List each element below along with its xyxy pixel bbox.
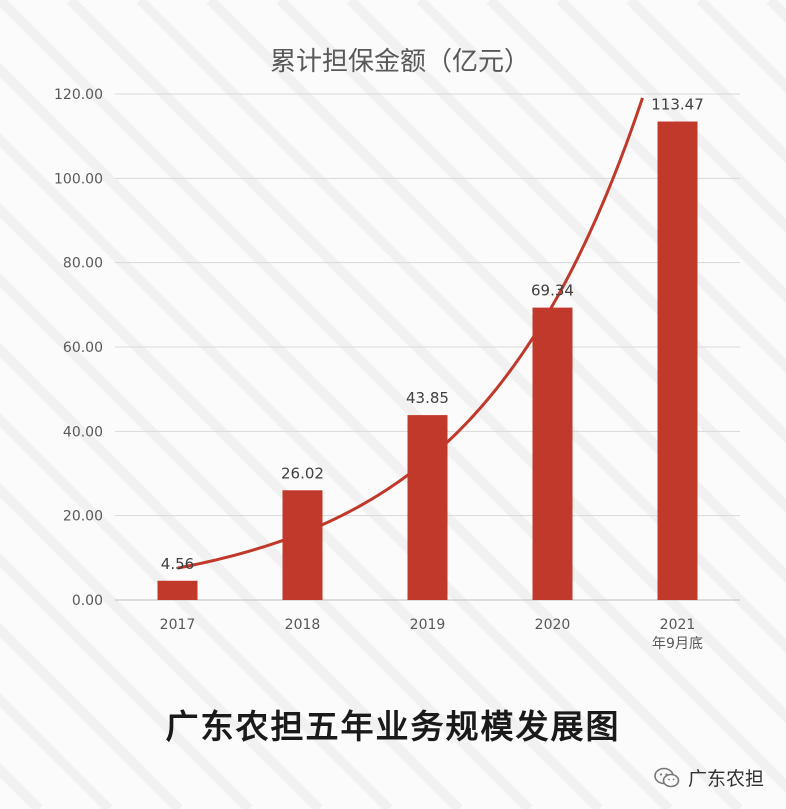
- x-tick-label: 2021 年9月底: [652, 617, 703, 652]
- bar: [532, 307, 573, 600]
- chart-caption: 广东农担五年业务规模发展图: [165, 707, 621, 746]
- y-tick-label: 100.00: [54, 171, 103, 187]
- bar: [282, 490, 323, 600]
- brand-signature: 广东农担: [654, 764, 764, 791]
- bar: [657, 121, 698, 600]
- bar: [407, 415, 448, 600]
- x-tick-label: 2018: [285, 617, 321, 633]
- y-tick-label: 120.00: [54, 87, 103, 103]
- data-label: 26.02: [281, 464, 324, 482]
- bar-chart: 累计担保金额（亿元） 0.00 20.00 40.00 60.00 80.00 100.00…: [54, 47, 740, 652]
- wechat-icon: [654, 767, 680, 787]
- y-tick-label: 20.00: [63, 509, 103, 525]
- x-tick-label: 2017: [160, 617, 196, 633]
- data-label: 113.47: [651, 96, 704, 114]
- data-label: 4.56: [161, 555, 194, 573]
- data-label: 43.85: [406, 389, 449, 407]
- x-tick-label: 2019: [410, 617, 446, 633]
- chart-title: 累计担保金额（亿元）: [270, 47, 530, 77]
- bar: [157, 580, 198, 600]
- brand-name: 广东农担: [687, 768, 764, 790]
- data-label: 69.34: [531, 282, 574, 300]
- x-tick-label: 2020: [535, 617, 571, 633]
- y-tick-label: 60.00: [63, 340, 103, 356]
- trendline: [177, 97, 644, 570]
- y-tick-label: 0.00: [72, 593, 103, 609]
- y-tick-label: 80.00: [63, 256, 103, 272]
- y-tick-label: 40.00: [63, 424, 103, 440]
